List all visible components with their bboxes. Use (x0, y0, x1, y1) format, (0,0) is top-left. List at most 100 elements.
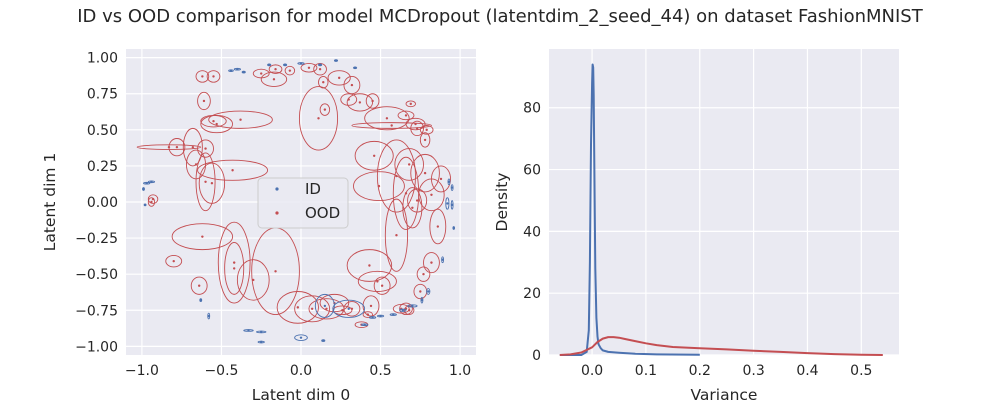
id-point (229, 69, 233, 72)
x-tick-label: 0.5 (850, 363, 872, 379)
ood-ellipse (260, 71, 288, 87)
ood-point (411, 206, 414, 209)
id-ellipse (426, 288, 431, 295)
ood-ellipse (195, 152, 216, 212)
ood-ellipse (340, 93, 358, 106)
ood-ellipse (384, 198, 409, 272)
ood-point (212, 75, 215, 78)
x-tick-label: 0.0 (581, 363, 603, 379)
id-point (247, 329, 250, 332)
ood-point (395, 233, 398, 237)
id-density-line (559, 63, 700, 356)
ood-point (202, 99, 206, 103)
id-point (452, 226, 455, 230)
x-tick-label: 0.0 (290, 363, 312, 379)
ood-point (377, 184, 381, 188)
ood-point (212, 119, 215, 123)
ood-point (430, 193, 433, 196)
id-ellipse (332, 299, 366, 318)
ood-ellipse (403, 305, 415, 316)
density-curves (559, 63, 883, 356)
id-point (199, 298, 202, 302)
density-grid (549, 49, 899, 356)
density-x-axis-label: Variance (691, 386, 758, 400)
y-tick-label: 0.50 (87, 123, 118, 139)
id-point (446, 202, 449, 205)
scatter-y-axis-label: Latent dim 1 (41, 153, 59, 252)
ood-ellipse (236, 259, 270, 301)
ood-point (307, 66, 311, 69)
ood-ellipse (351, 122, 432, 129)
y-tick-label: 60 (523, 163, 541, 179)
ood-ellipse (354, 140, 394, 171)
ood-density-line (559, 336, 883, 356)
ood-ellipse (319, 103, 331, 116)
ood-point (150, 200, 153, 204)
ood-point (197, 284, 201, 287)
ood-ellipse (423, 252, 440, 274)
ood-point (350, 83, 354, 87)
id-point (379, 314, 382, 318)
y-tick-label: −1.00 (75, 339, 118, 355)
id-point (420, 298, 424, 302)
ood-point (422, 272, 425, 276)
x-tick-label: −0.5 (204, 363, 238, 379)
ood-point (436, 225, 440, 228)
ood-ellipse (327, 70, 351, 86)
ood-ellipse (284, 65, 296, 76)
ood-ellipse (399, 302, 413, 316)
ood-ellipse (171, 223, 234, 251)
y-tick-label: 1.00 (87, 51, 118, 67)
ood-ellipses (136, 62, 451, 329)
y-tick-label: 0 (532, 348, 541, 364)
id-point (143, 203, 147, 207)
ood-point (419, 290, 422, 293)
id-point (363, 323, 366, 326)
ood-point (407, 163, 411, 166)
ood-point (231, 169, 234, 172)
ood-point (239, 118, 242, 121)
ood-point (317, 117, 320, 120)
scatter-x-axis-label: Latent dim 0 (252, 386, 351, 400)
ood-point (368, 264, 371, 267)
id-point (283, 63, 287, 67)
ood-ellipse (410, 120, 424, 137)
ood-point (172, 259, 175, 263)
id-point (450, 186, 454, 189)
x-tick-label: −1.0 (125, 363, 159, 379)
ood-point (372, 154, 376, 158)
ood-point (380, 284, 384, 287)
ood-point (325, 307, 328, 311)
ood-ellipse (353, 171, 405, 202)
ood-point (415, 199, 419, 202)
ood-point (201, 75, 204, 78)
id-ellipse (294, 334, 308, 342)
density-y-ticks: 0 20 40 60 80 (523, 101, 541, 364)
ood-ellipse (195, 70, 210, 83)
id-point (334, 59, 338, 62)
ood-point (232, 267, 236, 270)
ood-point (414, 122, 417, 126)
id-point (441, 258, 444, 261)
ood-point (310, 307, 314, 311)
figure-title: ID vs OOD comparison for model MCDropout… (77, 6, 923, 27)
density-plot-area (549, 49, 899, 355)
ood-ellipse (362, 311, 374, 318)
ood-ellipse (197, 91, 211, 111)
x-tick-label: 0.5 (369, 363, 391, 379)
ood-ellipse (276, 291, 319, 324)
ood-point (215, 122, 218, 126)
ood-point (260, 72, 263, 75)
ood-ellipse (402, 187, 423, 229)
id-point (450, 203, 454, 207)
ood-point (191, 145, 195, 149)
x-tick-label: 0.2 (689, 363, 711, 379)
ood-point (407, 309, 411, 312)
ood-ellipse (182, 127, 203, 167)
y-tick-label: 20 (523, 286, 541, 302)
ood-ellipse (197, 139, 214, 158)
ood-ellipse (198, 162, 226, 204)
y-tick-label: −0.50 (75, 267, 118, 283)
ood-ellipse (197, 159, 269, 181)
ood-ellipse (165, 254, 183, 268)
